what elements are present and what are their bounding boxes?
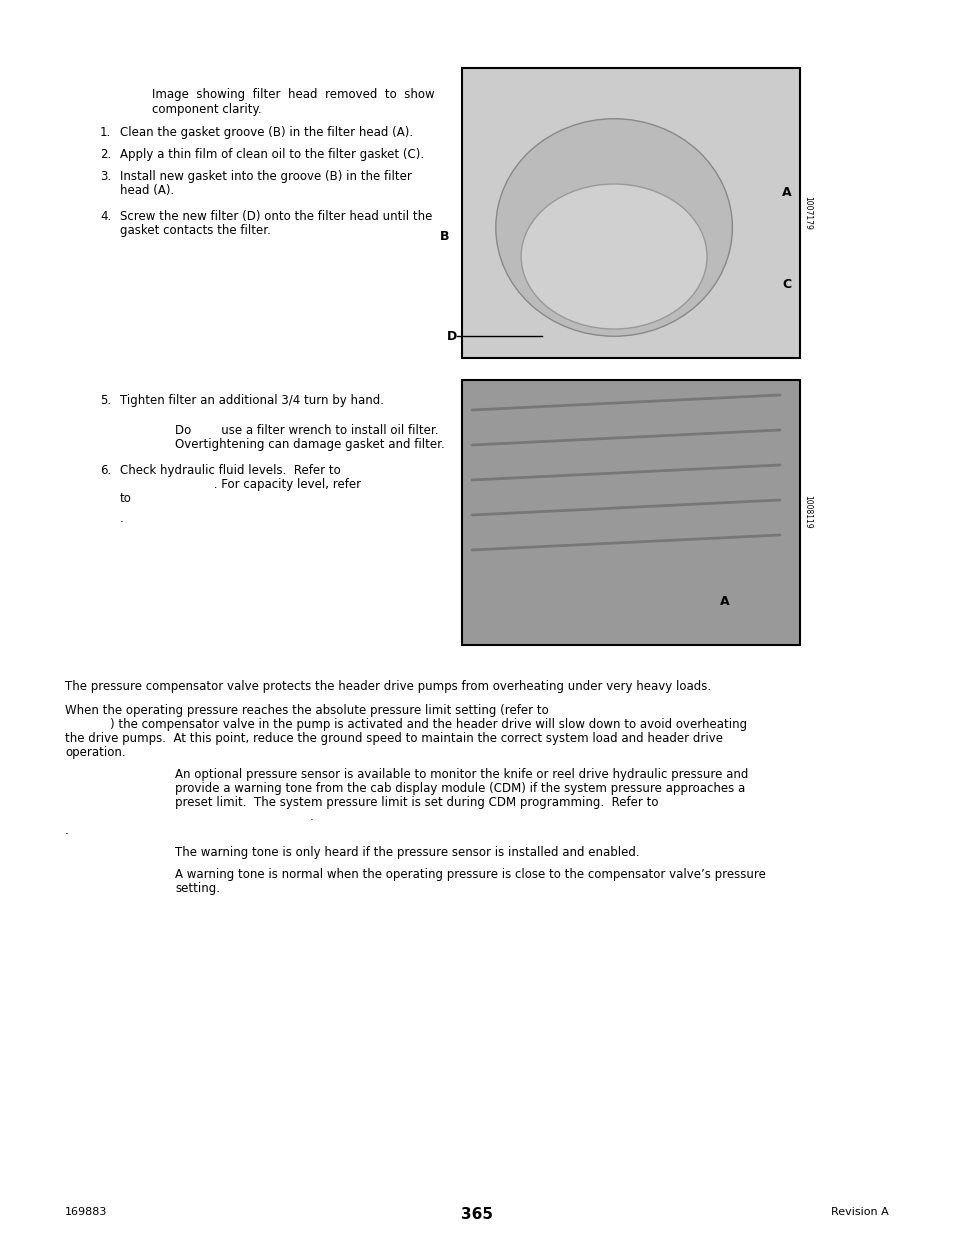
Text: Apply a thin film of clean oil to the filter gasket (C).: Apply a thin film of clean oil to the fi… [120, 148, 424, 161]
Text: 1007179: 1007179 [802, 196, 812, 230]
Text: Clean the gasket groove (B) in the filter head (A).: Clean the gasket groove (B) in the filte… [120, 126, 413, 140]
Text: to: to [120, 492, 132, 505]
Text: 1.: 1. [100, 126, 112, 140]
Text: head (A).: head (A). [120, 184, 174, 198]
Text: provide a warning tone from the cab display module (CDM) if the system pressure : provide a warning tone from the cab disp… [174, 782, 744, 795]
Text: component clarity.: component clarity. [152, 103, 261, 116]
Text: 5.: 5. [100, 394, 111, 408]
Text: C: C [781, 278, 790, 291]
Text: .: . [174, 810, 314, 823]
Text: Tighten filter an additional 3/4 turn by hand.: Tighten filter an additional 3/4 turn by… [120, 394, 384, 408]
Text: .: . [120, 513, 124, 525]
Bar [461, 380, 800, 645]
Text: 2.: 2. [100, 148, 112, 161]
Text: A: A [720, 595, 729, 608]
Text: preset limit.  The system pressure limit is set during CDM programming.  Refer t: preset limit. The system pressure limit … [174, 797, 658, 809]
Text: operation.: operation. [65, 746, 126, 760]
Text: setting.: setting. [174, 882, 220, 895]
Text: Screw the new filter (D) onto the filter head until the: Screw the new filter (D) onto the filter… [120, 210, 432, 224]
Text: 4.: 4. [100, 210, 112, 224]
Text: When the operating pressure reaches the absolute pressure limit setting (refer t: When the operating pressure reaches the … [65, 704, 548, 718]
Ellipse shape [496, 119, 732, 336]
Text: gasket contacts the filter.: gasket contacts the filter. [120, 224, 271, 237]
Text: An optional pressure sensor is available to monitor the knife or reel drive hydr: An optional pressure sensor is available… [174, 768, 747, 781]
Text: the drive pumps.  At this point, reduce the ground speed to maintain the correct: the drive pumps. At this point, reduce t… [65, 732, 722, 745]
Text: 1008119: 1008119 [802, 495, 812, 529]
Text: Do        use a filter wrench to install oil filter.: Do use a filter wrench to install oil fi… [174, 424, 438, 437]
Text: 3.: 3. [100, 170, 111, 183]
Text: 169883: 169883 [65, 1207, 108, 1216]
Text: . For capacity level, refer: . For capacity level, refer [120, 478, 361, 492]
Text: ) the compensator valve in the pump is activated and the header drive will slow : ) the compensator valve in the pump is a… [65, 718, 746, 731]
Bar [461, 68, 800, 358]
Ellipse shape [520, 184, 706, 329]
Text: .: . [65, 824, 69, 837]
Text: 365: 365 [460, 1207, 493, 1221]
Text: Install new gasket into the groove (B) in the filter: Install new gasket into the groove (B) i… [120, 170, 412, 183]
Text: D: D [447, 330, 456, 343]
Text: Overtightening can damage gasket and filter.: Overtightening can damage gasket and fil… [174, 438, 444, 451]
Text: The pressure compensator valve protects the header drive pumps from overheating : The pressure compensator valve protects … [65, 680, 710, 693]
Text: Check hydraulic fluid levels.  Refer to: Check hydraulic fluid levels. Refer to [120, 464, 340, 477]
Text: A: A [781, 186, 791, 199]
Text: The warning tone is only heard if the pressure sensor is installed and enabled.: The warning tone is only heard if the pr… [174, 846, 639, 860]
Text: 6.: 6. [100, 464, 112, 477]
Text: A warning tone is normal when the operating pressure is close to the compensator: A warning tone is normal when the operat… [174, 868, 765, 881]
Text: Revision A: Revision A [830, 1207, 888, 1216]
Text: Image  showing  filter  head  removed  to  show: Image showing filter head removed to sho… [152, 88, 435, 101]
Text: B: B [439, 230, 449, 243]
